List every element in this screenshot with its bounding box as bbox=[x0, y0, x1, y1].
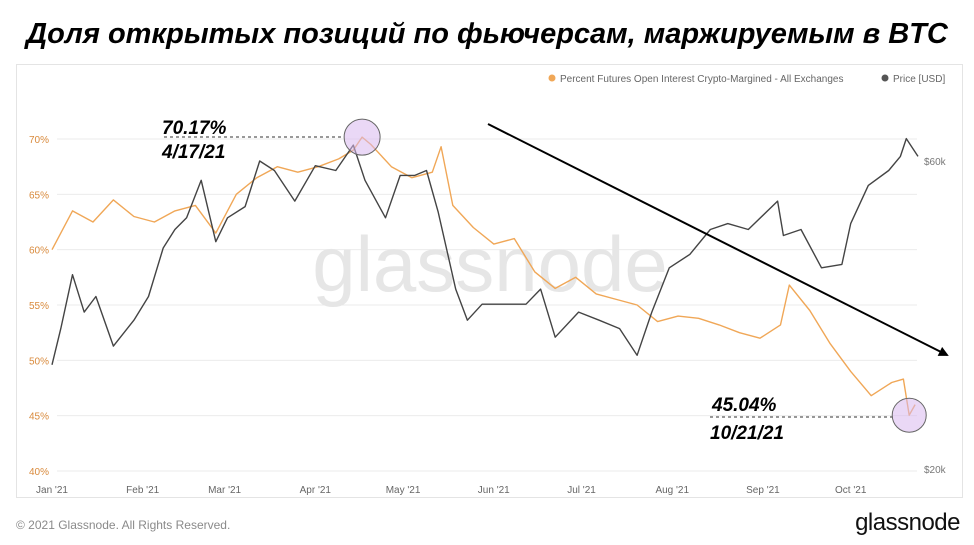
y-left-tick-label: 55% bbox=[29, 301, 49, 312]
trend-arrow bbox=[487, 123, 949, 356]
annotation-value: 70.17% bbox=[162, 118, 227, 139]
legend-label-futures: Percent Futures Open Interest Crypto-Mar… bbox=[560, 74, 843, 85]
grid bbox=[57, 138, 917, 472]
series-line-price bbox=[51, 137, 919, 365]
legend-marker-futures bbox=[548, 74, 556, 82]
chart-frame: glassnode Percent Futures Open Interest … bbox=[16, 64, 963, 498]
series bbox=[51, 136, 919, 416]
x-tick-label: May '21 bbox=[386, 485, 421, 496]
x-tick-label: Apr '21 bbox=[300, 485, 332, 496]
x-tick-label: Jan '21 bbox=[36, 485, 68, 496]
y-left-tick-label: 70% bbox=[29, 135, 49, 146]
x-tick-label: Aug '21 bbox=[655, 485, 689, 496]
legend-marker-price bbox=[881, 74, 889, 82]
highlight-circle-low bbox=[891, 397, 927, 433]
annotation-date: 4/17/21 bbox=[161, 142, 225, 163]
legend: Percent Futures Open Interest Crypto-Mar… bbox=[548, 74, 945, 85]
y-left-tick-label: 50% bbox=[29, 356, 49, 367]
x-tick-label: Oct '21 bbox=[835, 485, 867, 496]
watermark: glassnode bbox=[312, 220, 668, 308]
y-left-tick-label: 65% bbox=[29, 190, 49, 201]
axes: 70% 65% 60% 55% 50% 45% 40% $60k $20k Jan '21 Feb … bbox=[29, 135, 947, 496]
legend-label-price: Price [USD] bbox=[893, 74, 945, 85]
annotation-value: 45.04% bbox=[711, 395, 777, 416]
y-right-tick-label: $20k bbox=[924, 465, 947, 476]
highlight-circle-peak bbox=[343, 118, 381, 156]
chart: glassnode Percent Futures Open Interest … bbox=[29, 74, 949, 496]
x-tick-label: Sep '21 bbox=[746, 485, 780, 496]
y-left-tick-label: 60% bbox=[29, 246, 49, 257]
y-right-tick-label: $60k bbox=[924, 157, 947, 168]
page-title: Доля открытых позиций по фьючерсам, марж… bbox=[26, 18, 948, 50]
annotation-date: 10/21/21 bbox=[710, 423, 784, 444]
x-tick-label: Feb '21 bbox=[126, 485, 159, 496]
y-left-tick-label: 45% bbox=[29, 412, 49, 423]
annotations: 70.17% 4/17/21 45.04% 10/21/21 bbox=[161, 118, 949, 444]
y-left-tick-label: 40% bbox=[29, 467, 49, 478]
x-tick-label: Jul '21 bbox=[567, 485, 596, 496]
x-tick-label: Jun '21 bbox=[478, 485, 510, 496]
x-tick-label: Mar '21 bbox=[208, 485, 241, 496]
footer-logo: glassnode bbox=[855, 509, 960, 536]
footer-copyright: © 2021 Glassnode. All Rights Reserved. bbox=[16, 518, 231, 532]
